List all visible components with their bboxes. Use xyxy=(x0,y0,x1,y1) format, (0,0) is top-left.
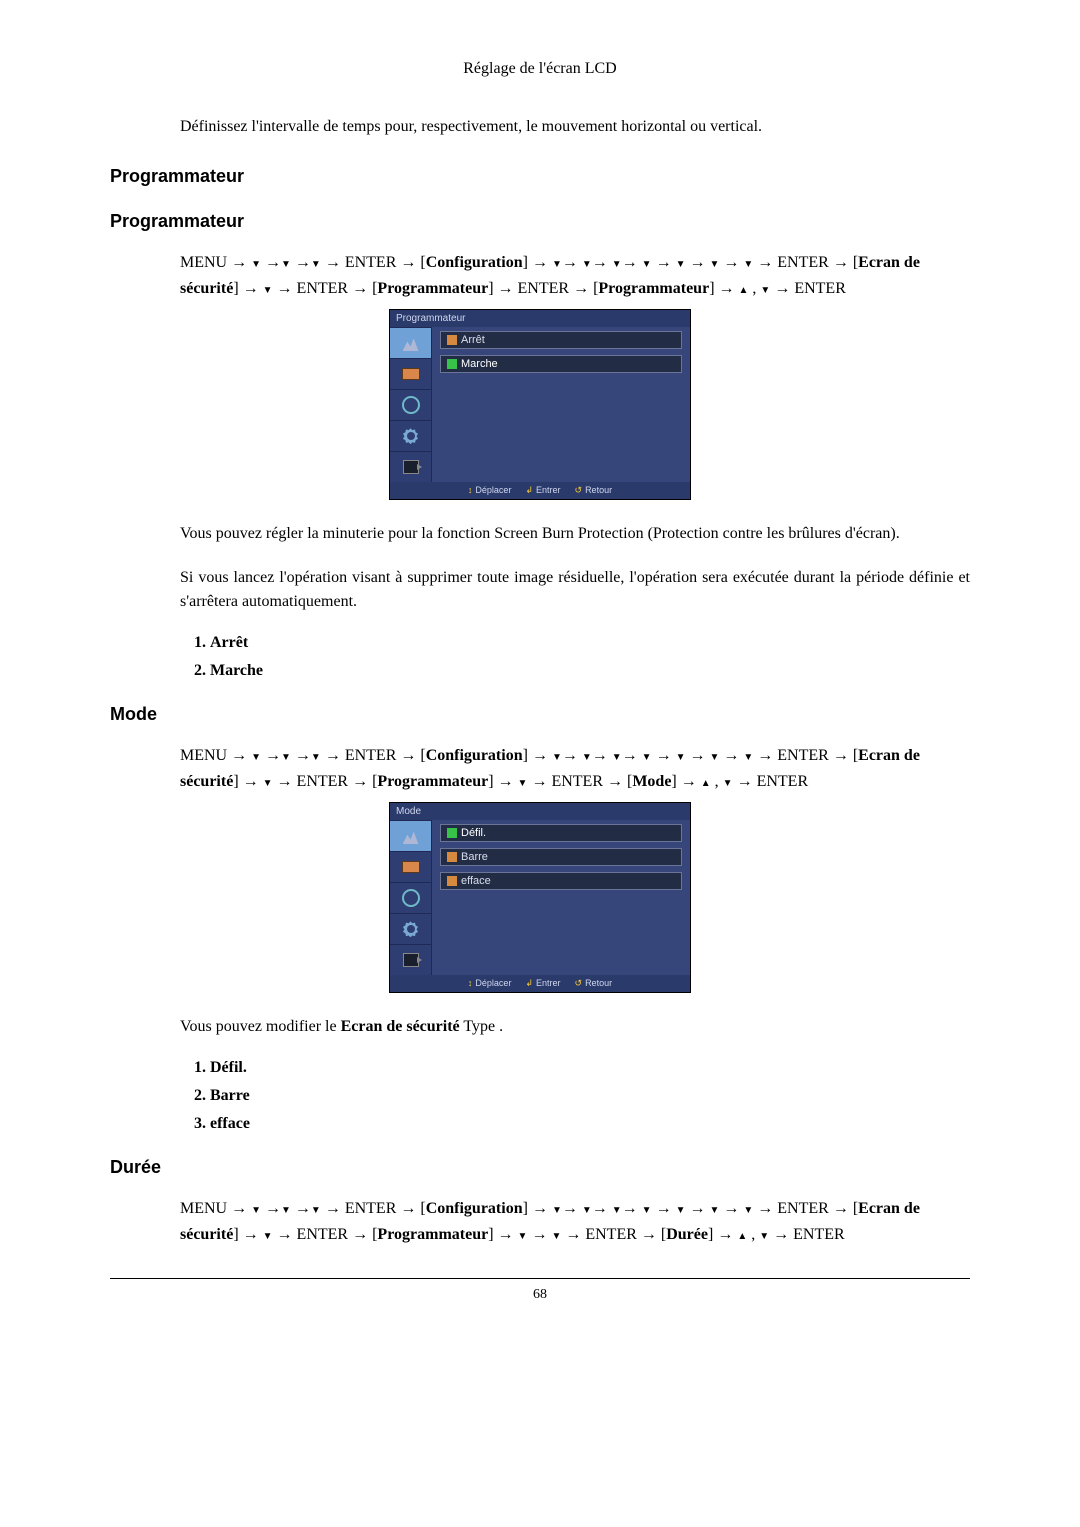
list-item: Défil. xyxy=(210,1059,970,1077)
page-number: 68 xyxy=(110,1287,970,1303)
osd-footer: Déplacer Entrer Retour xyxy=(390,975,690,992)
osd-tab-exit-icon xyxy=(390,944,432,975)
page-header: Réglage de l'écran LCD xyxy=(110,60,970,78)
osd-programmateur: Programmateur Arrêt Marche Déplacer Entr… xyxy=(389,309,691,500)
list-item: efface xyxy=(210,1115,970,1133)
section-duree: Durée xyxy=(110,1157,970,1178)
osd-option[interactable]: Défil. xyxy=(440,824,682,842)
osd-sidebar xyxy=(390,820,432,975)
osd-option[interactable]: Arrêt xyxy=(440,331,682,349)
nav-path-programmateur: MENU → → ENTER → [Configuration] → ENTER… xyxy=(110,250,970,301)
prog-options-list: Arrêt Marche xyxy=(110,634,970,680)
intro-text: Définissez l'intervalle de temps pour, r… xyxy=(110,118,970,136)
osd-tab-source-icon xyxy=(390,358,432,389)
osd-tab-circle-icon xyxy=(390,389,432,420)
osd-tab-picture-icon xyxy=(390,820,432,851)
prog-desc-1: Vous pouvez régler la minuterie pour la … xyxy=(110,522,970,546)
list-item: Marche xyxy=(210,662,970,680)
mode-options-list: Défil. Barre efface xyxy=(110,1059,970,1133)
osd-tab-picture-icon xyxy=(390,327,432,358)
nav-path-duree: MENU → → ENTER → [Configuration] → ENTER… xyxy=(110,1196,970,1247)
osd-mode: Mode Défil. Barre efface Déplacer Entrer… xyxy=(389,802,691,993)
osd-tab-exit-icon xyxy=(390,451,432,482)
prog-desc-2: Si vous lancez l'opération visant à supp… xyxy=(110,566,970,614)
osd-tab-gear-icon xyxy=(390,913,432,944)
osd-sidebar xyxy=(390,327,432,482)
osd-tab-source-icon xyxy=(390,851,432,882)
nav-path-mode: MENU → → ENTER → [Configuration] → ENTER… xyxy=(110,743,970,794)
osd-title: Programmateur xyxy=(390,310,690,327)
osd-title: Mode xyxy=(390,803,690,820)
osd-option[interactable]: efface xyxy=(440,872,682,890)
list-item: Barre xyxy=(210,1087,970,1105)
footer-rule xyxy=(110,1278,970,1279)
section-programmateur-1: Programmateur xyxy=(110,166,970,187)
osd-footer: Déplacer Entrer Retour xyxy=(390,482,690,499)
osd-tab-circle-icon xyxy=(390,882,432,913)
list-item: Arrêt xyxy=(210,634,970,652)
section-programmateur-2: Programmateur xyxy=(110,211,970,232)
osd-option[interactable]: Barre xyxy=(440,848,682,866)
osd-tab-gear-icon xyxy=(390,420,432,451)
osd-option[interactable]: Marche xyxy=(440,355,682,373)
section-mode: Mode xyxy=(110,704,970,725)
mode-desc: Vous pouvez modifier le Ecran de sécurit… xyxy=(110,1015,970,1039)
